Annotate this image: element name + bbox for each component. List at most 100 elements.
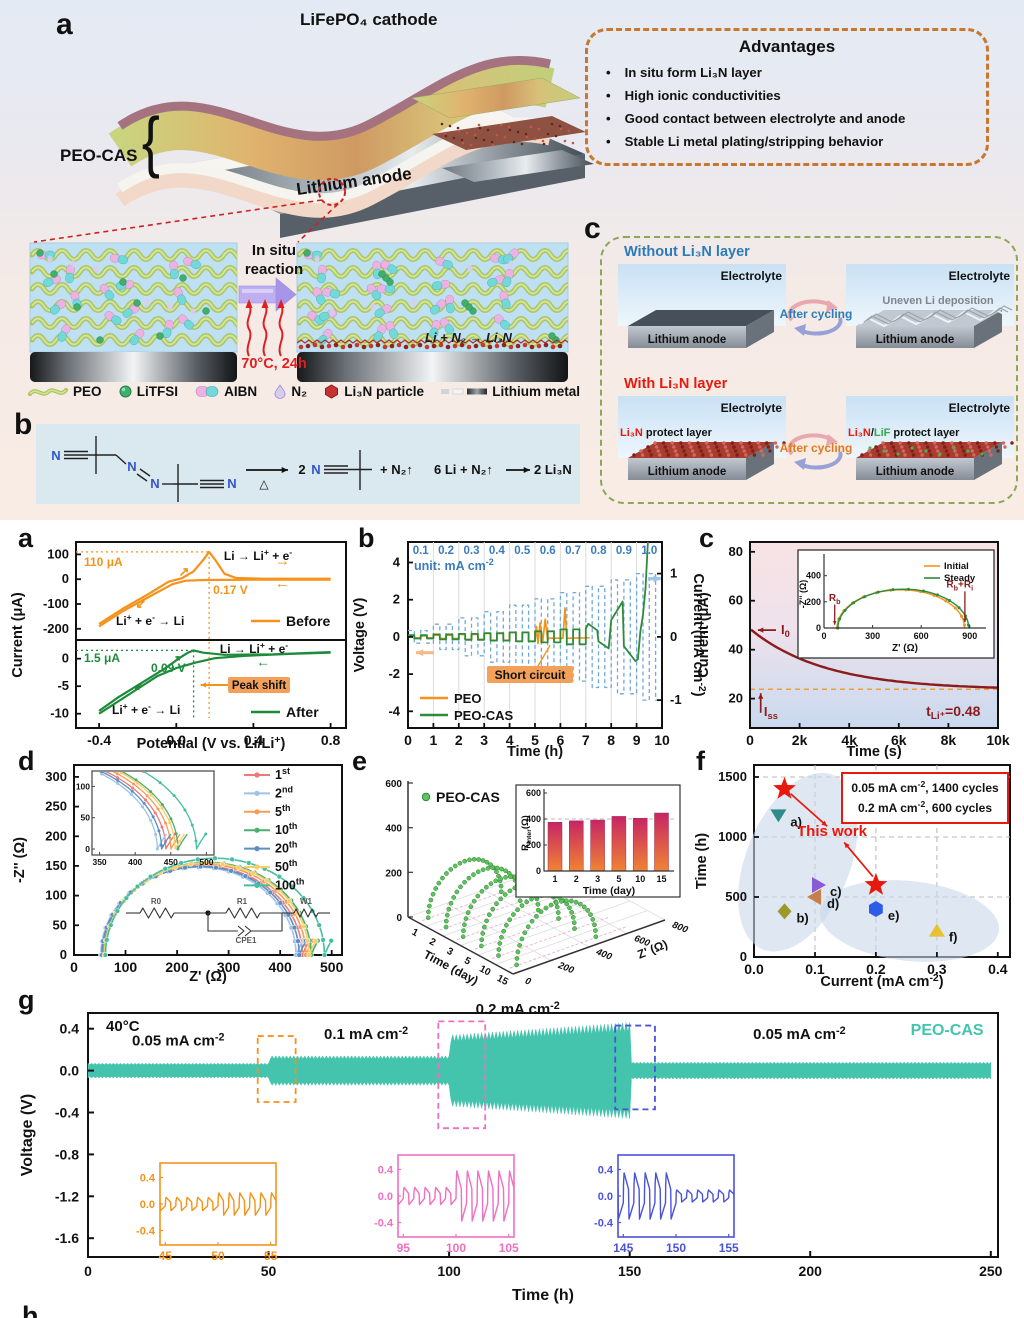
chart-text: N [127,459,136,474]
zoom-region-box [614,1024,656,1111]
chart-text: 0 [393,629,400,644]
comparison-scatter-chart: a) b) c)d) e) f) This work 0.05 mA cm-2, 1400 … [694,764,1011,990]
chart-text: 0 [523,976,533,988]
schematic-section: a LiFePO₄ cathode PEO-CAS { Lithium anod… [0,0,1024,520]
chart-text: R0 [151,897,162,906]
chart-text: Rinter(Ω) [520,815,533,851]
chart-text: Lithium anode [648,466,727,478]
chart-text: 6 [557,732,565,748]
chart-text: 0.7 [565,545,581,557]
chart-text: Li → Li+ + e- [220,640,288,656]
rinter-bar-day-3 [590,819,605,872]
chart-text: 0.4 [140,1173,156,1185]
current-decay-curve [750,628,998,689]
chart-text: 6k [891,732,907,748]
chart-text: 0 [536,866,541,876]
chart-text: 0 [84,1263,92,1279]
chart-text: 250 [45,799,67,814]
chart-text: 2 Li₃N [534,462,572,477]
anode-mini-schematic: Electrolyte Uneven Li deposition Lithium a… [846,264,1014,348]
chart-text: -10 [50,706,69,721]
chart-text: 150 [618,1263,642,1279]
temperature-label: 40°C [106,1018,140,1035]
this-work-star [864,873,888,895]
chart-text: 300 [45,769,67,784]
membrane-zoom-schematic [29,242,569,382]
chart-text: 100th [275,876,304,892]
chart-text: R1 [237,897,248,906]
chart-text: Peak shift [232,680,286,692]
chart-text: Time (day) [583,885,635,897]
electrolyte-contents [30,248,237,347]
chart-text: -4 [388,703,400,718]
lithium-disc [297,352,568,382]
chart-text: 5 [531,732,539,748]
reaction-arrow-shaft [238,285,277,304]
chart-text: N [51,448,60,463]
chart-text: 500 [725,889,747,904]
panel-letter-d: d [18,746,35,776]
chart-text: Li+ + e- → Li [112,701,180,717]
chart-text: N [311,462,320,477]
chart-text: 0.0 [378,1191,393,1203]
insitu-line1: In situ [251,242,297,259]
panel-letter-e: e [352,746,368,776]
chart-text: 0.2 mA cm-2, 600 cycles [858,799,992,815]
chart-text: -Z'' (Ω) [798,580,808,609]
lithium-disc [30,352,237,382]
panel-letter-a: a [18,523,34,553]
chart-text: 0 [404,732,412,748]
this-work-star [773,777,796,799]
chart-text: N [150,476,159,491]
x-axis-label: Potential (V vs. Li/Li+) [137,735,286,752]
cycling-chart: 40°C0.05 mA cm-2 0.1 mA cm-20.2 mA cm-20.… [19,1000,1003,1304]
chart-text: 300 [865,631,880,641]
chart-text: 10 [477,964,492,979]
chart-text: 110 μA [84,555,123,569]
ref-marker-c) [812,877,826,893]
panel-letter-c-top: c [584,212,601,245]
anode-mini-schematic: Electrolyte Li₃N/LiF protect layer Lithium… [846,396,1014,480]
chart-text: Rb+Ri [946,579,973,592]
short-circuit-box [487,666,573,683]
chart-text: 400 [268,959,292,975]
chart-text: Li → Li+ + e- [224,547,292,563]
chart-text: -5 [57,678,69,693]
chart-text: 0.0 [60,1063,80,1079]
nyquist-inset [797,549,995,659]
chart-text: 4 [393,554,401,569]
chart-text: Lithium anode [876,466,955,478]
chart-text: 0.0 [140,1199,155,1211]
chart-text: 0.4 [378,1165,394,1177]
chart-text: -2 [388,666,400,681]
cycling-inset-wave [618,1172,734,1220]
chart-text: 200 [526,840,541,850]
chart-text: ↗ [179,564,190,579]
chart-text: d) [827,896,839,911]
chart-text: 0.4 [598,1165,614,1177]
chart-text: 0.1 mA cm-2 [324,1025,408,1043]
chart-text: 0 [670,629,677,644]
chart-text: unit: mA cm-2 [414,557,494,573]
peak-shift-box [228,677,290,693]
cycling-inset-wave [398,1170,514,1222]
chart-text: 50 [261,1263,277,1279]
cv-chart: -0.4 0.0 0.4 0.8 100 0 -100 -200 0 -5 -10 110 μA 0.1… [10,541,347,752]
chart-text: 250 [979,1263,1003,1279]
chart-text: ↙ [136,596,147,611]
chart-text: 0.05 mA cm-2 [753,1025,845,1043]
y-axis-label-left: Voltage (V) [352,598,368,673]
chart-text: 0.6 [540,545,556,557]
x-axis-label: Z' (Ω) [189,969,227,985]
chart-text: 15 [495,973,510,988]
brace-glyph: { [141,104,160,180]
chart-text: 10 [654,732,670,748]
chart-text: 50 [211,1249,225,1263]
chart-text: 5 [462,955,472,968]
chart-text: 150 [45,858,67,873]
chart-text: f) [949,930,958,945]
chart-text: -1.2 [55,1188,79,1204]
chart-text: 450 [164,857,178,867]
chart-text: Uneven Li deposition [882,295,994,307]
